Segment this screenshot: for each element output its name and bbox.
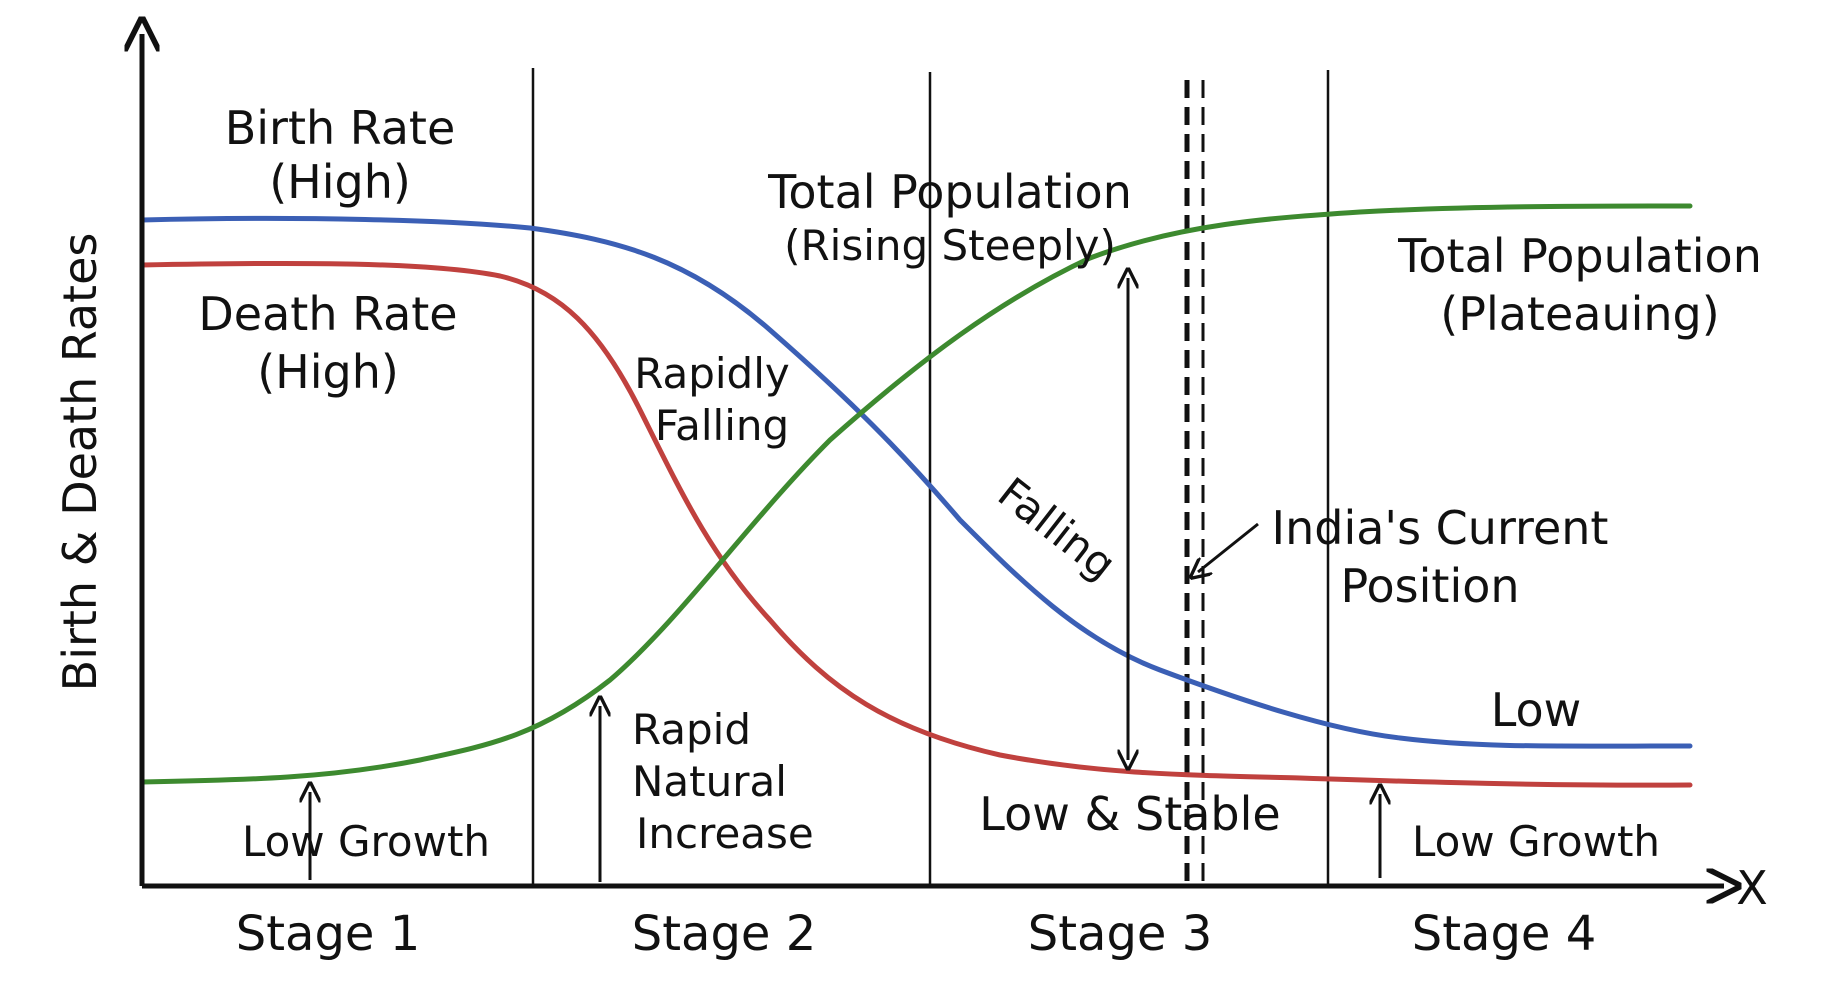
rapidly-falling-label: Rapidly xyxy=(634,349,790,398)
rapidly-falling-sub-label: Falling xyxy=(655,401,789,450)
stage-1-label: Stage 1 xyxy=(236,906,421,962)
death-rate-label: Death Rate xyxy=(198,287,457,341)
total-population-curve xyxy=(139,203,1693,785)
birth-rate-high-label: (High) xyxy=(269,155,411,209)
low-growth-1-label: Low Growth xyxy=(242,817,490,866)
india-position-label: India's Current xyxy=(1272,501,1609,555)
total-pop-plateau-label: Total Population xyxy=(1397,229,1762,283)
birth-rate-curve xyxy=(139,215,1693,749)
low-label: Low xyxy=(1491,683,1582,737)
rapid-increase-label-2: Natural xyxy=(632,757,787,806)
death-rate-curve xyxy=(139,260,1693,788)
india-position-sub-label: Position xyxy=(1340,559,1519,613)
stage-2-label: Stage 2 xyxy=(632,906,817,962)
low-growth-4-label: Low Growth xyxy=(1412,817,1660,866)
y-axis-label: Birth & Death Rates xyxy=(53,233,107,692)
x-axis-label: X xyxy=(1736,861,1768,915)
death-rate-high-label: (High) xyxy=(257,345,399,399)
total-pop-rising-label: Total Population xyxy=(767,165,1132,219)
total-pop-plateau-sub-label: (Plateauing) xyxy=(1440,287,1719,341)
stage-4-label: Stage 4 xyxy=(1412,906,1597,962)
rapid-increase-label-1: Rapid xyxy=(632,705,751,754)
total-pop-rising-sub-label: (Rising Steeply) xyxy=(784,221,1116,270)
rapid-increase-label-3: Increase xyxy=(636,809,814,858)
birth-rate-label: Birth Rate xyxy=(225,101,456,155)
low-stable-label: Low & Stable xyxy=(979,787,1280,841)
india-pointer-arrow xyxy=(1198,522,1259,572)
stage-3-label: Stage 3 xyxy=(1028,906,1213,962)
